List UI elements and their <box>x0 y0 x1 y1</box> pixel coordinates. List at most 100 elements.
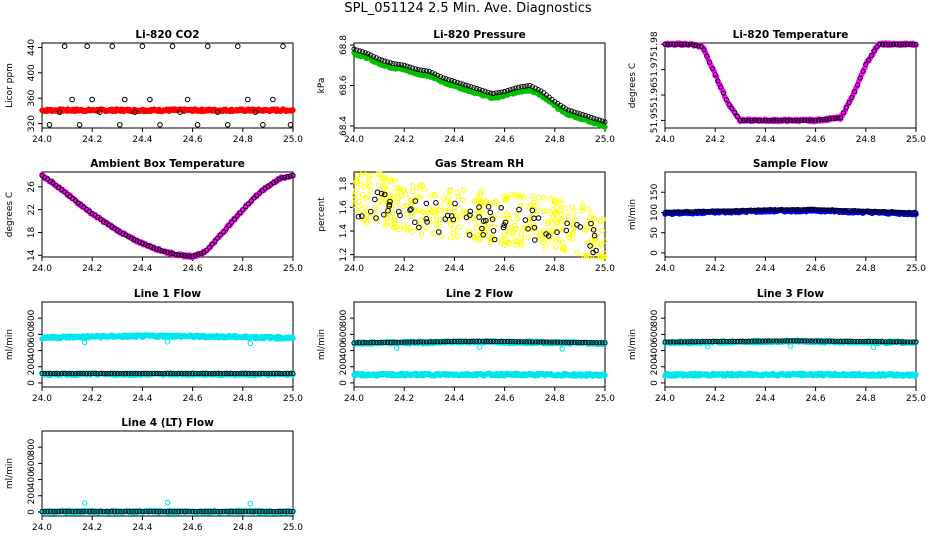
x-tick-label: 24.8 <box>545 264 565 274</box>
data-point <box>913 371 919 378</box>
data-point <box>396 61 402 67</box>
x-tick-label: 24.6 <box>183 264 203 274</box>
data-point <box>553 237 560 243</box>
x-tick-label: 24.2 <box>82 135 102 145</box>
data-point <box>435 72 441 78</box>
data-point <box>574 110 580 116</box>
y-tick-label: 600 <box>339 326 349 343</box>
x-tick-label: 24.2 <box>82 264 102 274</box>
data-point <box>511 222 518 229</box>
x-tick-label: 24.0 <box>655 264 675 274</box>
data-point <box>260 122 266 128</box>
data-point <box>443 76 449 82</box>
data-point <box>591 216 598 222</box>
data-point <box>548 196 554 202</box>
x-tick-label: 24.2 <box>82 523 102 533</box>
data-point <box>527 82 533 89</box>
data-point <box>387 60 393 66</box>
x-tick-label: 24.8 <box>233 264 253 274</box>
data-point <box>457 80 463 86</box>
plot-frame <box>664 42 917 129</box>
data-point <box>372 196 378 203</box>
x-tick-label: 24.2 <box>394 394 414 404</box>
data-point <box>290 335 296 342</box>
data-point <box>446 193 452 200</box>
data-point <box>507 87 513 93</box>
data-point <box>418 231 425 237</box>
y-tick-label: 0 <box>27 509 37 515</box>
data-point <box>535 195 542 201</box>
x-tick-label: 24.6 <box>183 135 203 145</box>
data-point <box>451 78 457 85</box>
y-axis-label: degrees C <box>5 192 15 237</box>
data-point <box>525 234 531 240</box>
data-point <box>410 65 416 71</box>
data-point <box>404 211 411 218</box>
series-temperature <box>662 40 919 125</box>
data-point <box>463 82 469 88</box>
data-point <box>214 109 221 115</box>
data-point <box>490 228 497 234</box>
data-point <box>184 96 191 103</box>
data-point <box>465 83 471 89</box>
y-axis-label: percent <box>317 197 327 232</box>
data-point <box>571 209 578 215</box>
y-tick-label: 400 <box>27 471 37 488</box>
x-tick-label: 24.4 <box>755 264 775 274</box>
y-tick-label: 200 <box>27 487 37 504</box>
y-tick-label: 68.8 <box>339 35 349 55</box>
data-point <box>355 209 362 215</box>
data-point <box>518 84 524 90</box>
y-axis-label: kPa <box>317 78 327 94</box>
data-point <box>561 205 568 211</box>
data-point <box>147 96 153 103</box>
data-point <box>357 48 363 54</box>
x-tick-label: 24.0 <box>344 264 364 274</box>
data-point <box>539 236 546 242</box>
data-point <box>450 226 457 232</box>
data-point <box>437 74 444 80</box>
y-tick-label: 68.6 <box>339 75 349 95</box>
y-tick-label: 51.95 <box>650 108 660 134</box>
x-tick-label: 24.6 <box>806 264 826 274</box>
data-point <box>194 122 201 128</box>
data-point <box>46 122 53 128</box>
panel-title-li-820-pressure: Li-820 Pressure <box>433 29 526 41</box>
data-point <box>370 53 377 60</box>
data-point <box>122 96 128 103</box>
x-tick-label: 25.0 <box>906 135 926 145</box>
y-tick-label: 0 <box>650 250 660 256</box>
data-point <box>409 183 416 189</box>
data-point <box>580 112 586 118</box>
y-axis-label: Licor ppm <box>5 63 15 108</box>
data-point <box>359 49 365 55</box>
x-tick-label: 24.4 <box>132 523 152 533</box>
x-tick-label: 24.8 <box>856 135 876 145</box>
panel-title-line-1-flow: Line 1 Flow <box>134 288 201 300</box>
y-tick-label: 1.6 <box>339 200 349 215</box>
data-point <box>139 43 146 50</box>
data-point <box>494 212 501 218</box>
data-point <box>423 225 430 231</box>
panel-title-line-4-lt-flow: Line 4 (LT) Flow <box>121 417 214 429</box>
data-point <box>602 119 608 125</box>
data-point <box>169 43 176 50</box>
y-tick-label: 600 <box>650 326 660 343</box>
y-tick-label: 200 <box>339 358 349 375</box>
data-point <box>76 122 83 128</box>
data-point <box>430 230 436 237</box>
panel-title-line-3-flow: Line 3 Flow <box>757 288 824 300</box>
data-point <box>535 86 541 93</box>
data-point <box>56 109 63 115</box>
x-tick-label: 24.8 <box>856 394 876 404</box>
data-point <box>596 117 602 123</box>
data-point <box>449 78 455 84</box>
data-point <box>571 216 578 223</box>
data-point <box>419 182 426 188</box>
panel-title-sample-flow: Sample Flow <box>753 158 828 170</box>
data-point <box>418 67 424 73</box>
